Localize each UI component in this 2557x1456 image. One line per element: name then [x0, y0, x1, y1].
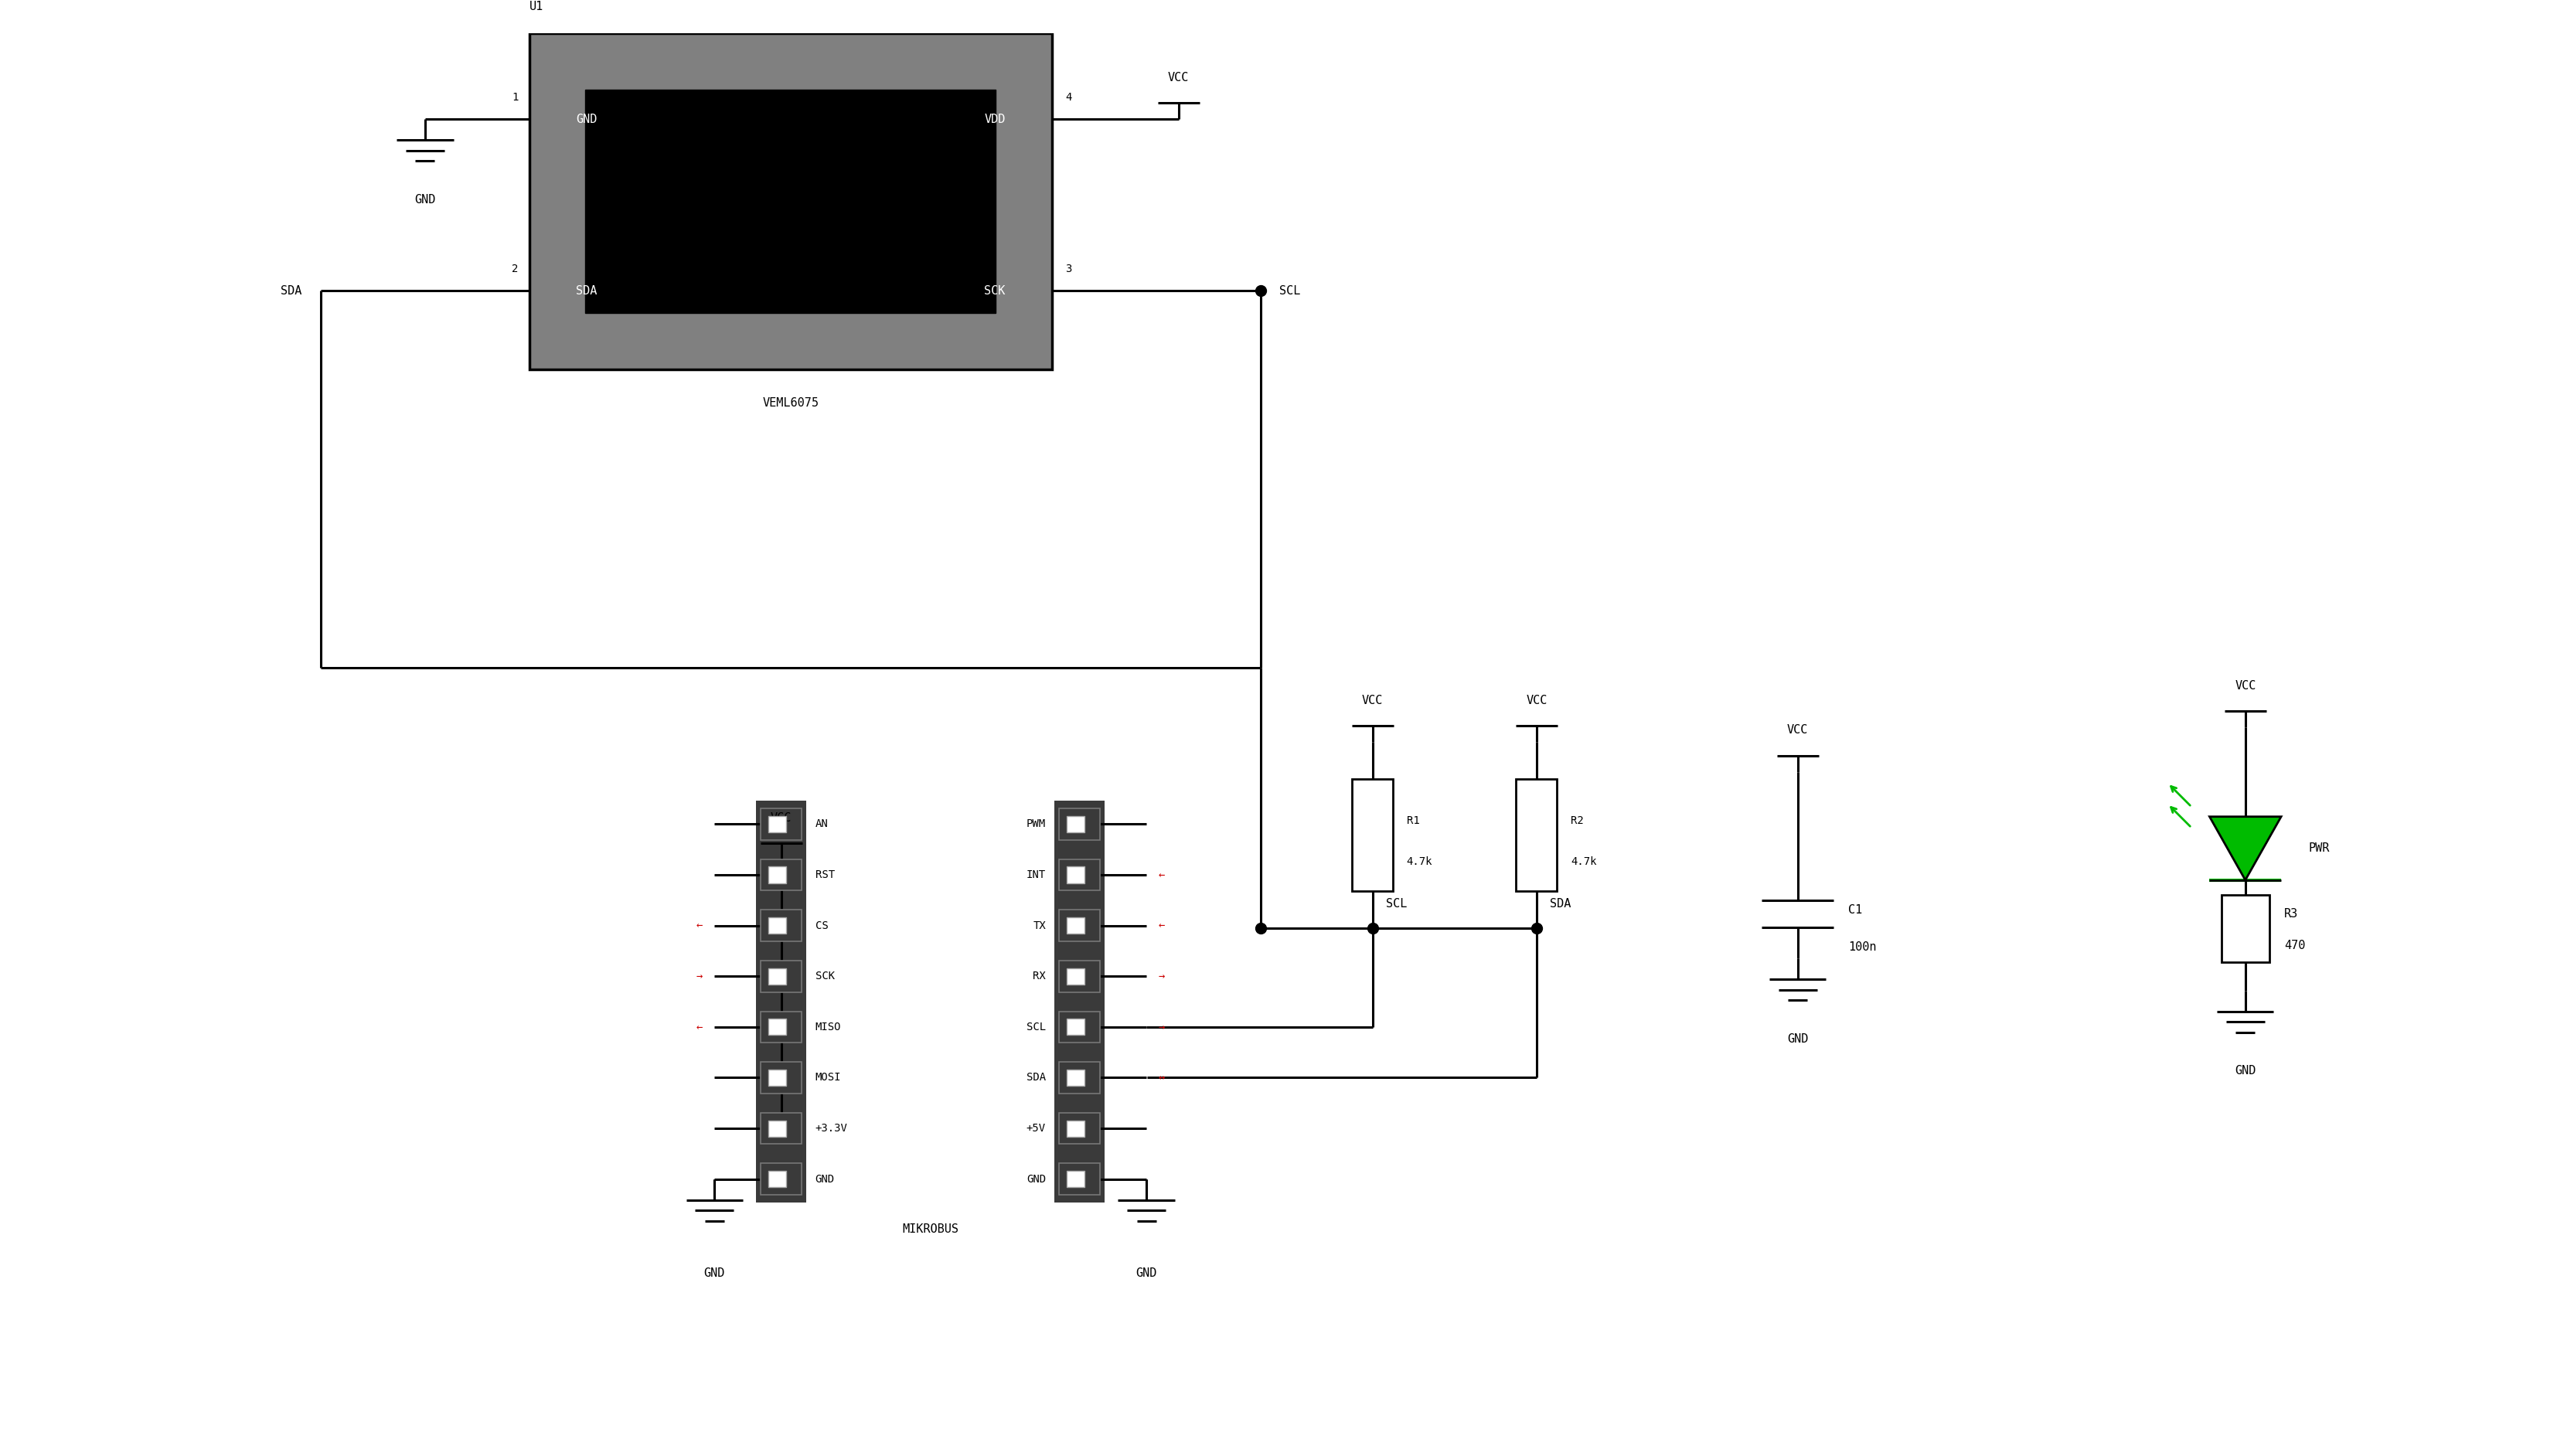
Text: +3.3V: +3.3V — [816, 1123, 846, 1134]
Bar — [762, 961, 803, 992]
Text: MOSI: MOSI — [816, 1072, 841, 1083]
Bar — [762, 1012, 803, 1042]
Text: GND: GND — [1025, 1174, 1046, 1185]
Bar — [586, 89, 995, 313]
Text: +5V: +5V — [1025, 1123, 1046, 1134]
Bar — [762, 808, 803, 840]
Bar — [1066, 917, 1084, 933]
Polygon shape — [2209, 817, 2281, 879]
Text: SDA: SDA — [281, 285, 302, 297]
Bar — [762, 910, 803, 941]
Text: 3: 3 — [1066, 264, 1071, 274]
Text: INT: INT — [1025, 869, 1046, 881]
Text: SCL: SCL — [1278, 285, 1302, 297]
Text: GND: GND — [2235, 1064, 2255, 1076]
Text: 470: 470 — [2283, 941, 2306, 951]
Text: SCL: SCL — [1386, 898, 1406, 910]
Text: R1: R1 — [1406, 815, 1419, 826]
Text: CS: CS — [816, 920, 828, 930]
Bar — [1059, 1012, 1100, 1042]
Text: GND: GND — [816, 1174, 834, 1185]
Text: GND: GND — [1135, 1267, 1156, 1278]
Bar — [767, 968, 785, 984]
Bar — [767, 866, 785, 882]
Text: 4.7k: 4.7k — [1406, 856, 1432, 866]
Bar — [1066, 1171, 1084, 1187]
Bar — [767, 1019, 785, 1035]
Bar — [767, 1171, 785, 1187]
Text: ↔: ↔ — [1158, 1072, 1163, 1083]
Text: R3: R3 — [2283, 907, 2299, 919]
Bar — [762, 859, 803, 891]
Text: VDD: VDD — [984, 114, 1005, 125]
Text: MISO: MISO — [816, 1022, 841, 1032]
Bar — [1066, 1070, 1084, 1086]
Bar — [1066, 866, 1084, 882]
Bar — [1059, 808, 1100, 840]
Text: →: → — [1158, 971, 1163, 981]
Text: 1: 1 — [511, 92, 519, 103]
Bar — [1066, 1019, 1084, 1035]
Text: SCL: SCL — [1025, 1022, 1046, 1032]
Bar — [1353, 779, 1394, 891]
Text: PWM: PWM — [1025, 818, 1046, 830]
Bar — [767, 815, 785, 833]
Text: VCC: VCC — [1527, 695, 1547, 706]
Text: 4.7k: 4.7k — [1570, 856, 1596, 866]
Text: RST: RST — [816, 869, 834, 881]
Text: GND: GND — [414, 194, 435, 205]
Bar — [2222, 895, 2268, 962]
Bar — [1066, 815, 1084, 833]
Text: ←: ← — [696, 920, 703, 930]
Text: VCC: VCC — [770, 812, 793, 824]
Text: VEML6075: VEML6075 — [762, 397, 818, 409]
Text: AN: AN — [816, 818, 828, 830]
Text: VCC: VCC — [2235, 680, 2255, 692]
Bar — [1066, 968, 1084, 984]
Text: TX: TX — [1033, 920, 1046, 930]
Bar — [757, 801, 805, 1203]
Bar — [767, 1120, 785, 1137]
Bar — [1059, 910, 1100, 941]
Text: C1: C1 — [1849, 904, 1861, 916]
Text: SDA: SDA — [1550, 898, 1570, 910]
Bar — [1059, 1163, 1100, 1195]
Bar — [1059, 1061, 1100, 1093]
Text: RX: RX — [1033, 971, 1046, 981]
Bar — [767, 917, 785, 933]
Text: SCK: SCK — [984, 285, 1005, 297]
Bar — [1059, 1112, 1100, 1144]
Text: VCC: VCC — [1363, 695, 1383, 706]
Bar — [1059, 961, 1100, 992]
Text: R2: R2 — [1570, 815, 1583, 826]
Text: PWR: PWR — [2309, 843, 2329, 855]
Text: SCK: SCK — [816, 971, 834, 981]
Text: ←: ← — [1158, 920, 1163, 930]
Text: →: → — [1158, 1022, 1163, 1032]
Text: 2: 2 — [511, 264, 519, 274]
Text: ←: ← — [696, 1022, 703, 1032]
Text: VCC: VCC — [1169, 71, 1189, 83]
Bar — [1059, 859, 1100, 891]
Text: MIKROBUS: MIKROBUS — [903, 1223, 959, 1235]
Text: ←: ← — [1158, 869, 1163, 881]
Text: GND: GND — [703, 1267, 726, 1278]
Text: VCC: VCC — [1787, 725, 1808, 737]
Text: SDA: SDA — [1025, 1072, 1046, 1083]
Bar — [1066, 1120, 1084, 1137]
Text: U1: U1 — [529, 1, 545, 13]
Text: 100n: 100n — [1849, 942, 1877, 954]
Bar — [1516, 779, 1557, 891]
Bar — [762, 1061, 803, 1093]
Text: SDA: SDA — [575, 285, 596, 297]
Bar — [529, 33, 1051, 370]
Bar — [1053, 801, 1105, 1203]
Text: GND: GND — [575, 114, 596, 125]
Bar — [762, 1163, 803, 1195]
Text: 4: 4 — [1066, 92, 1071, 103]
Bar — [762, 1112, 803, 1144]
Text: GND: GND — [1787, 1032, 1808, 1044]
Bar — [767, 1070, 785, 1086]
Text: →: → — [696, 971, 703, 981]
